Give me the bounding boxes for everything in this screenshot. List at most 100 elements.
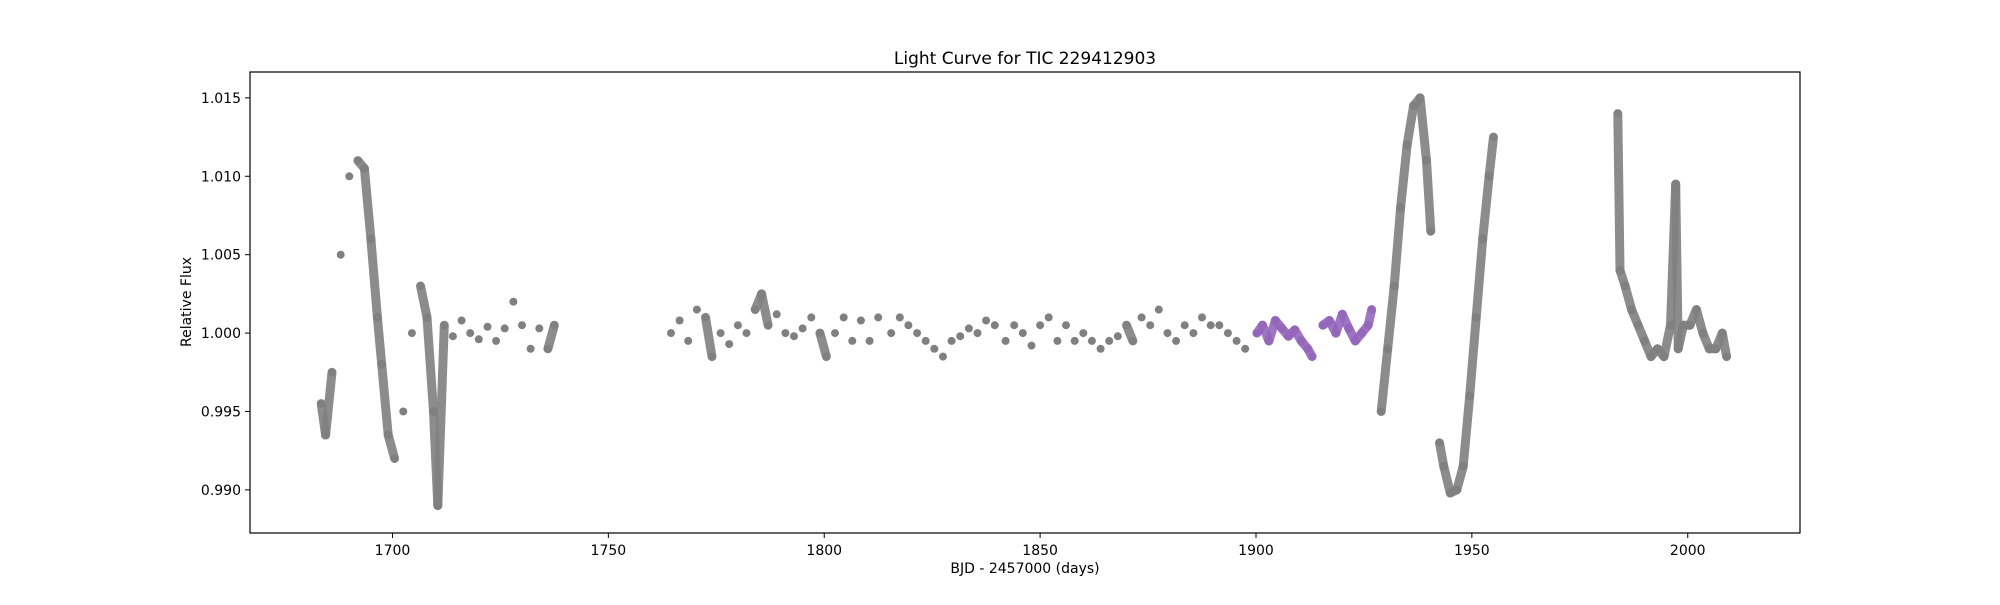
data-point xyxy=(990,321,999,330)
data-point xyxy=(1105,336,1114,345)
data-point xyxy=(1096,344,1105,353)
data-point xyxy=(781,329,790,338)
data-point xyxy=(1163,329,1172,338)
flux-segment xyxy=(433,320,449,511)
data-point xyxy=(1446,489,1455,497)
x-tick-label: 1850 xyxy=(1022,543,1058,559)
data-point xyxy=(725,340,734,349)
data-point xyxy=(483,322,492,331)
data-point xyxy=(1137,313,1146,322)
data-point xyxy=(1647,352,1655,361)
data-point xyxy=(939,352,947,361)
data-point xyxy=(1465,391,1474,400)
flux-segment xyxy=(1383,281,1399,354)
data-point xyxy=(345,172,354,181)
x-axis-label: BJD - 2457000 (days) xyxy=(950,561,1099,577)
data-layer xyxy=(316,93,1732,511)
flux-segment xyxy=(416,281,432,322)
data-point xyxy=(1172,336,1181,345)
data-point xyxy=(701,313,710,322)
y-tick-label: 1.005 xyxy=(201,248,241,264)
flux-segment xyxy=(372,312,387,369)
data-point xyxy=(831,329,839,338)
data-point xyxy=(772,310,781,319)
data-point xyxy=(1367,305,1376,314)
data-point xyxy=(921,336,930,345)
data-point xyxy=(1271,316,1280,325)
data-point xyxy=(751,305,760,314)
data-point xyxy=(913,329,922,338)
flux-segment xyxy=(1376,344,1393,416)
flux-segment xyxy=(1471,234,1488,322)
data-point xyxy=(1613,109,1622,118)
data-point xyxy=(874,313,883,322)
data-point xyxy=(550,321,559,330)
flux-segment xyxy=(1396,140,1412,213)
data-point xyxy=(1364,321,1373,330)
data-point xyxy=(1010,321,1019,330)
data-point xyxy=(1079,329,1088,338)
x-tick-label: 1900 xyxy=(1238,543,1274,559)
data-point xyxy=(492,336,501,345)
data-point xyxy=(384,431,393,439)
data-point xyxy=(366,235,375,243)
data-point xyxy=(1252,329,1261,338)
data-point xyxy=(1357,329,1366,338)
data-point xyxy=(474,335,483,344)
data-point xyxy=(448,332,457,341)
data-point xyxy=(1435,438,1444,447)
data-point xyxy=(1383,344,1392,353)
data-point xyxy=(336,250,345,259)
data-point xyxy=(1308,352,1317,361)
data-point xyxy=(839,313,848,322)
data-point xyxy=(1344,324,1353,333)
data-point xyxy=(317,399,326,408)
data-point xyxy=(790,332,798,341)
data-point xyxy=(904,321,913,330)
data-point xyxy=(1485,172,1494,181)
flux-segment xyxy=(1659,320,1675,362)
data-point xyxy=(1303,344,1312,353)
flux-segment xyxy=(1422,156,1436,236)
data-point xyxy=(1718,329,1727,338)
flux-segment xyxy=(366,234,382,322)
data-point xyxy=(667,329,675,338)
flux-segment xyxy=(1402,101,1419,150)
y-tick-label: 1.010 xyxy=(201,169,241,185)
x-tick-label: 1750 xyxy=(591,543,627,559)
flux-segment xyxy=(1671,179,1683,354)
data-point xyxy=(973,329,982,338)
data-point xyxy=(466,329,475,338)
data-point xyxy=(1390,282,1399,290)
data-point xyxy=(416,282,425,290)
data-point xyxy=(1640,336,1649,345)
y-axis: 0.990 0.995 1.000 1.005 1.010 1.015 xyxy=(201,91,250,499)
data-point xyxy=(1215,321,1224,330)
y-tick-label: 1.000 xyxy=(201,326,241,342)
data-point xyxy=(1290,325,1299,334)
flux-segment xyxy=(1415,93,1431,166)
data-point xyxy=(1426,227,1435,236)
series-0 xyxy=(316,93,1732,511)
data-point xyxy=(1128,336,1137,345)
data-point xyxy=(1711,344,1720,353)
data-point xyxy=(518,321,526,330)
data-point xyxy=(848,336,857,345)
data-point xyxy=(1284,332,1293,341)
data-point xyxy=(440,321,449,330)
data-point xyxy=(1634,321,1643,330)
data-point xyxy=(1409,101,1418,110)
flux-segment xyxy=(1465,312,1481,401)
data-point xyxy=(1627,305,1636,314)
data-point xyxy=(1062,321,1070,330)
data-point xyxy=(964,324,973,333)
data-point xyxy=(353,156,362,165)
data-point xyxy=(1452,485,1461,494)
data-point xyxy=(815,329,824,338)
data-point xyxy=(526,344,535,353)
data-point xyxy=(1146,321,1155,330)
data-point xyxy=(1206,321,1215,330)
data-point xyxy=(1113,332,1122,341)
y-tick-label: 0.990 xyxy=(201,483,241,499)
